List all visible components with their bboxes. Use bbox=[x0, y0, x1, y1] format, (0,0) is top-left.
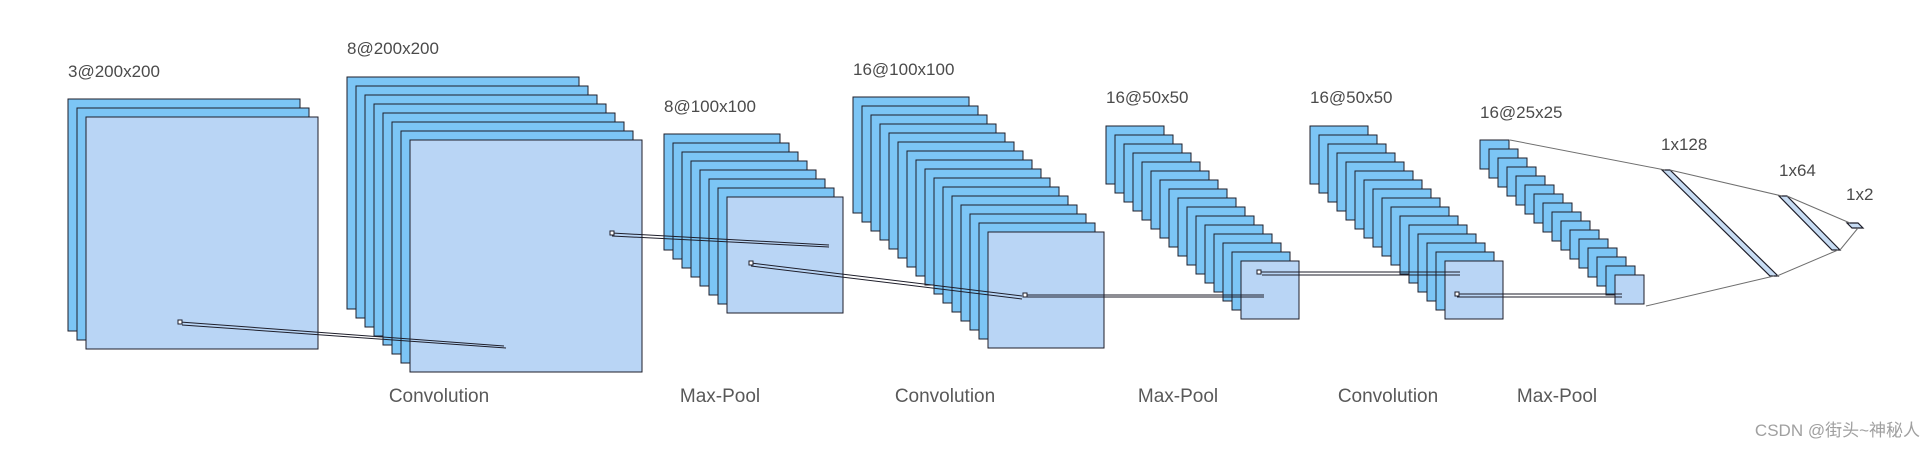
kernel-marker-2 bbox=[609, 230, 615, 236]
connection-lines bbox=[177, 230, 1622, 349]
op-label-maxpool-1: Max-Pool bbox=[680, 386, 760, 407]
op-label-maxpool-2: Max-Pool bbox=[1138, 386, 1218, 407]
kernel-marker-6 bbox=[1454, 291, 1460, 297]
stack-pool1 bbox=[663, 133, 844, 314]
stack-conv2 bbox=[852, 96, 1105, 349]
stack-conv1 bbox=[346, 76, 643, 373]
watermark: CSDN @街头~神秘人 bbox=[1755, 421, 1920, 440]
layer-label-pool2: 16@50x50 bbox=[1106, 88, 1189, 107]
dense-connector-3 bbox=[1669, 169, 1783, 197]
dense-connector-2 bbox=[1645, 275, 1775, 307]
dense-connector-1 bbox=[1509, 139, 1666, 171]
layer-label-conv2: 16@100x100 bbox=[853, 60, 954, 79]
connection-line-6 bbox=[750, 265, 1023, 300]
feature-map-conv3-16 bbox=[1444, 260, 1504, 320]
layer-label-conv1: 8@200x200 bbox=[347, 39, 439, 58]
feature-map-stacks bbox=[67, 76, 1645, 373]
op-label-convolution-1: Convolution bbox=[389, 386, 489, 407]
layer-label-input: 3@200x200 bbox=[68, 62, 160, 81]
feature-map-conv1-8 bbox=[409, 139, 643, 373]
dense-layer-bar-2 bbox=[1777, 195, 1842, 251]
connection-line-4 bbox=[611, 235, 830, 248]
feature-map-pool1-8 bbox=[726, 196, 844, 314]
op-label-maxpool-3: Max-Pool bbox=[1517, 386, 1597, 407]
connection-line-2 bbox=[181, 324, 507, 349]
stack-pool3 bbox=[1479, 139, 1645, 305]
dense-layer-bar-3 bbox=[1845, 222, 1865, 229]
kernel-marker-3 bbox=[748, 260, 754, 266]
dense-label-64: 1x64 bbox=[1779, 161, 1816, 180]
feature-map-pool3-16 bbox=[1614, 274, 1645, 305]
op-label-convolution-2: Convolution bbox=[895, 386, 995, 407]
connection-line-3 bbox=[611, 232, 830, 246]
kernel-marker-4 bbox=[1022, 292, 1028, 298]
op-label-convolution-3: Convolution bbox=[1338, 386, 1438, 407]
connection-line-5 bbox=[750, 262, 1023, 297]
feature-map-conv2-16 bbox=[987, 231, 1105, 349]
stack-input bbox=[67, 98, 319, 350]
dense-layer-bar-1 bbox=[1660, 169, 1780, 277]
dense-label-2: 1x2 bbox=[1846, 185, 1873, 204]
stack-pool2 bbox=[1105, 125, 1300, 320]
connection-line-1 bbox=[179, 321, 505, 347]
kernel-marker-5 bbox=[1256, 269, 1262, 275]
feature-map-input-3 bbox=[85, 116, 319, 350]
stack-conv3 bbox=[1309, 125, 1504, 320]
dense-connector-4 bbox=[1776, 249, 1839, 277]
kernel-marker-1 bbox=[177, 319, 183, 325]
layer-label-conv3: 16@50x50 bbox=[1310, 88, 1393, 107]
layer-label-pool1: 8@100x100 bbox=[664, 97, 756, 116]
feature-map-pool2-16 bbox=[1240, 260, 1300, 320]
layer-label-pool3: 16@25x25 bbox=[1480, 103, 1563, 122]
dense-label-128: 1x128 bbox=[1661, 135, 1707, 154]
dense-connector-5 bbox=[1786, 195, 1851, 224]
dense-layers bbox=[1509, 139, 1865, 307]
dense-connector-6 bbox=[1839, 227, 1859, 251]
